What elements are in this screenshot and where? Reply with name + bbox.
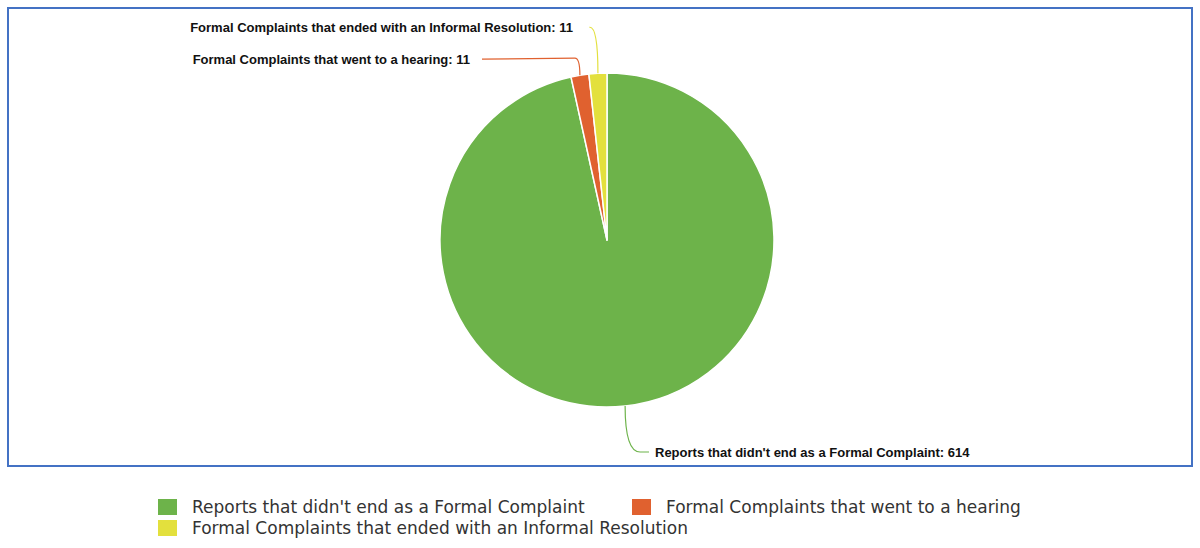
data-label: Formal Complaints that ended with an Inf…: [190, 20, 573, 35]
legend-label: Formal Complaints that went to a hearing: [666, 497, 1021, 517]
data-label: Reports that didn't end as a Formal Comp…: [655, 445, 970, 460]
chart-svg: Reports that didn't end as a Formal Comp…: [0, 0, 1200, 548]
slices: [440, 73, 774, 407]
legend-swatch: [632, 499, 651, 515]
chart-root: Reports that didn't end as a Formal Comp…: [0, 0, 1200, 548]
data-label: Formal Complaints that went to a hearing…: [193, 52, 470, 67]
pie-slice: [440, 73, 774, 407]
pie-slice: [571, 74, 607, 240]
chart-frame: [8, 8, 1192, 466]
leader-line: [590, 27, 598, 73]
leader-line: [625, 406, 649, 452]
legend-label: Reports that didn't end as a Formal Comp…: [192, 497, 585, 517]
legend: Reports that didn't end as a Formal Comp…: [158, 497, 1021, 538]
pie-slice: [589, 73, 607, 240]
data-labels: Reports that didn't end as a Formal Comp…: [190, 20, 970, 460]
leader-line: [482, 58, 580, 75]
legend-swatch: [158, 520, 177, 536]
legend-label: Formal Complaints that ended with an Inf…: [192, 518, 688, 538]
legend-swatch: [158, 499, 177, 515]
